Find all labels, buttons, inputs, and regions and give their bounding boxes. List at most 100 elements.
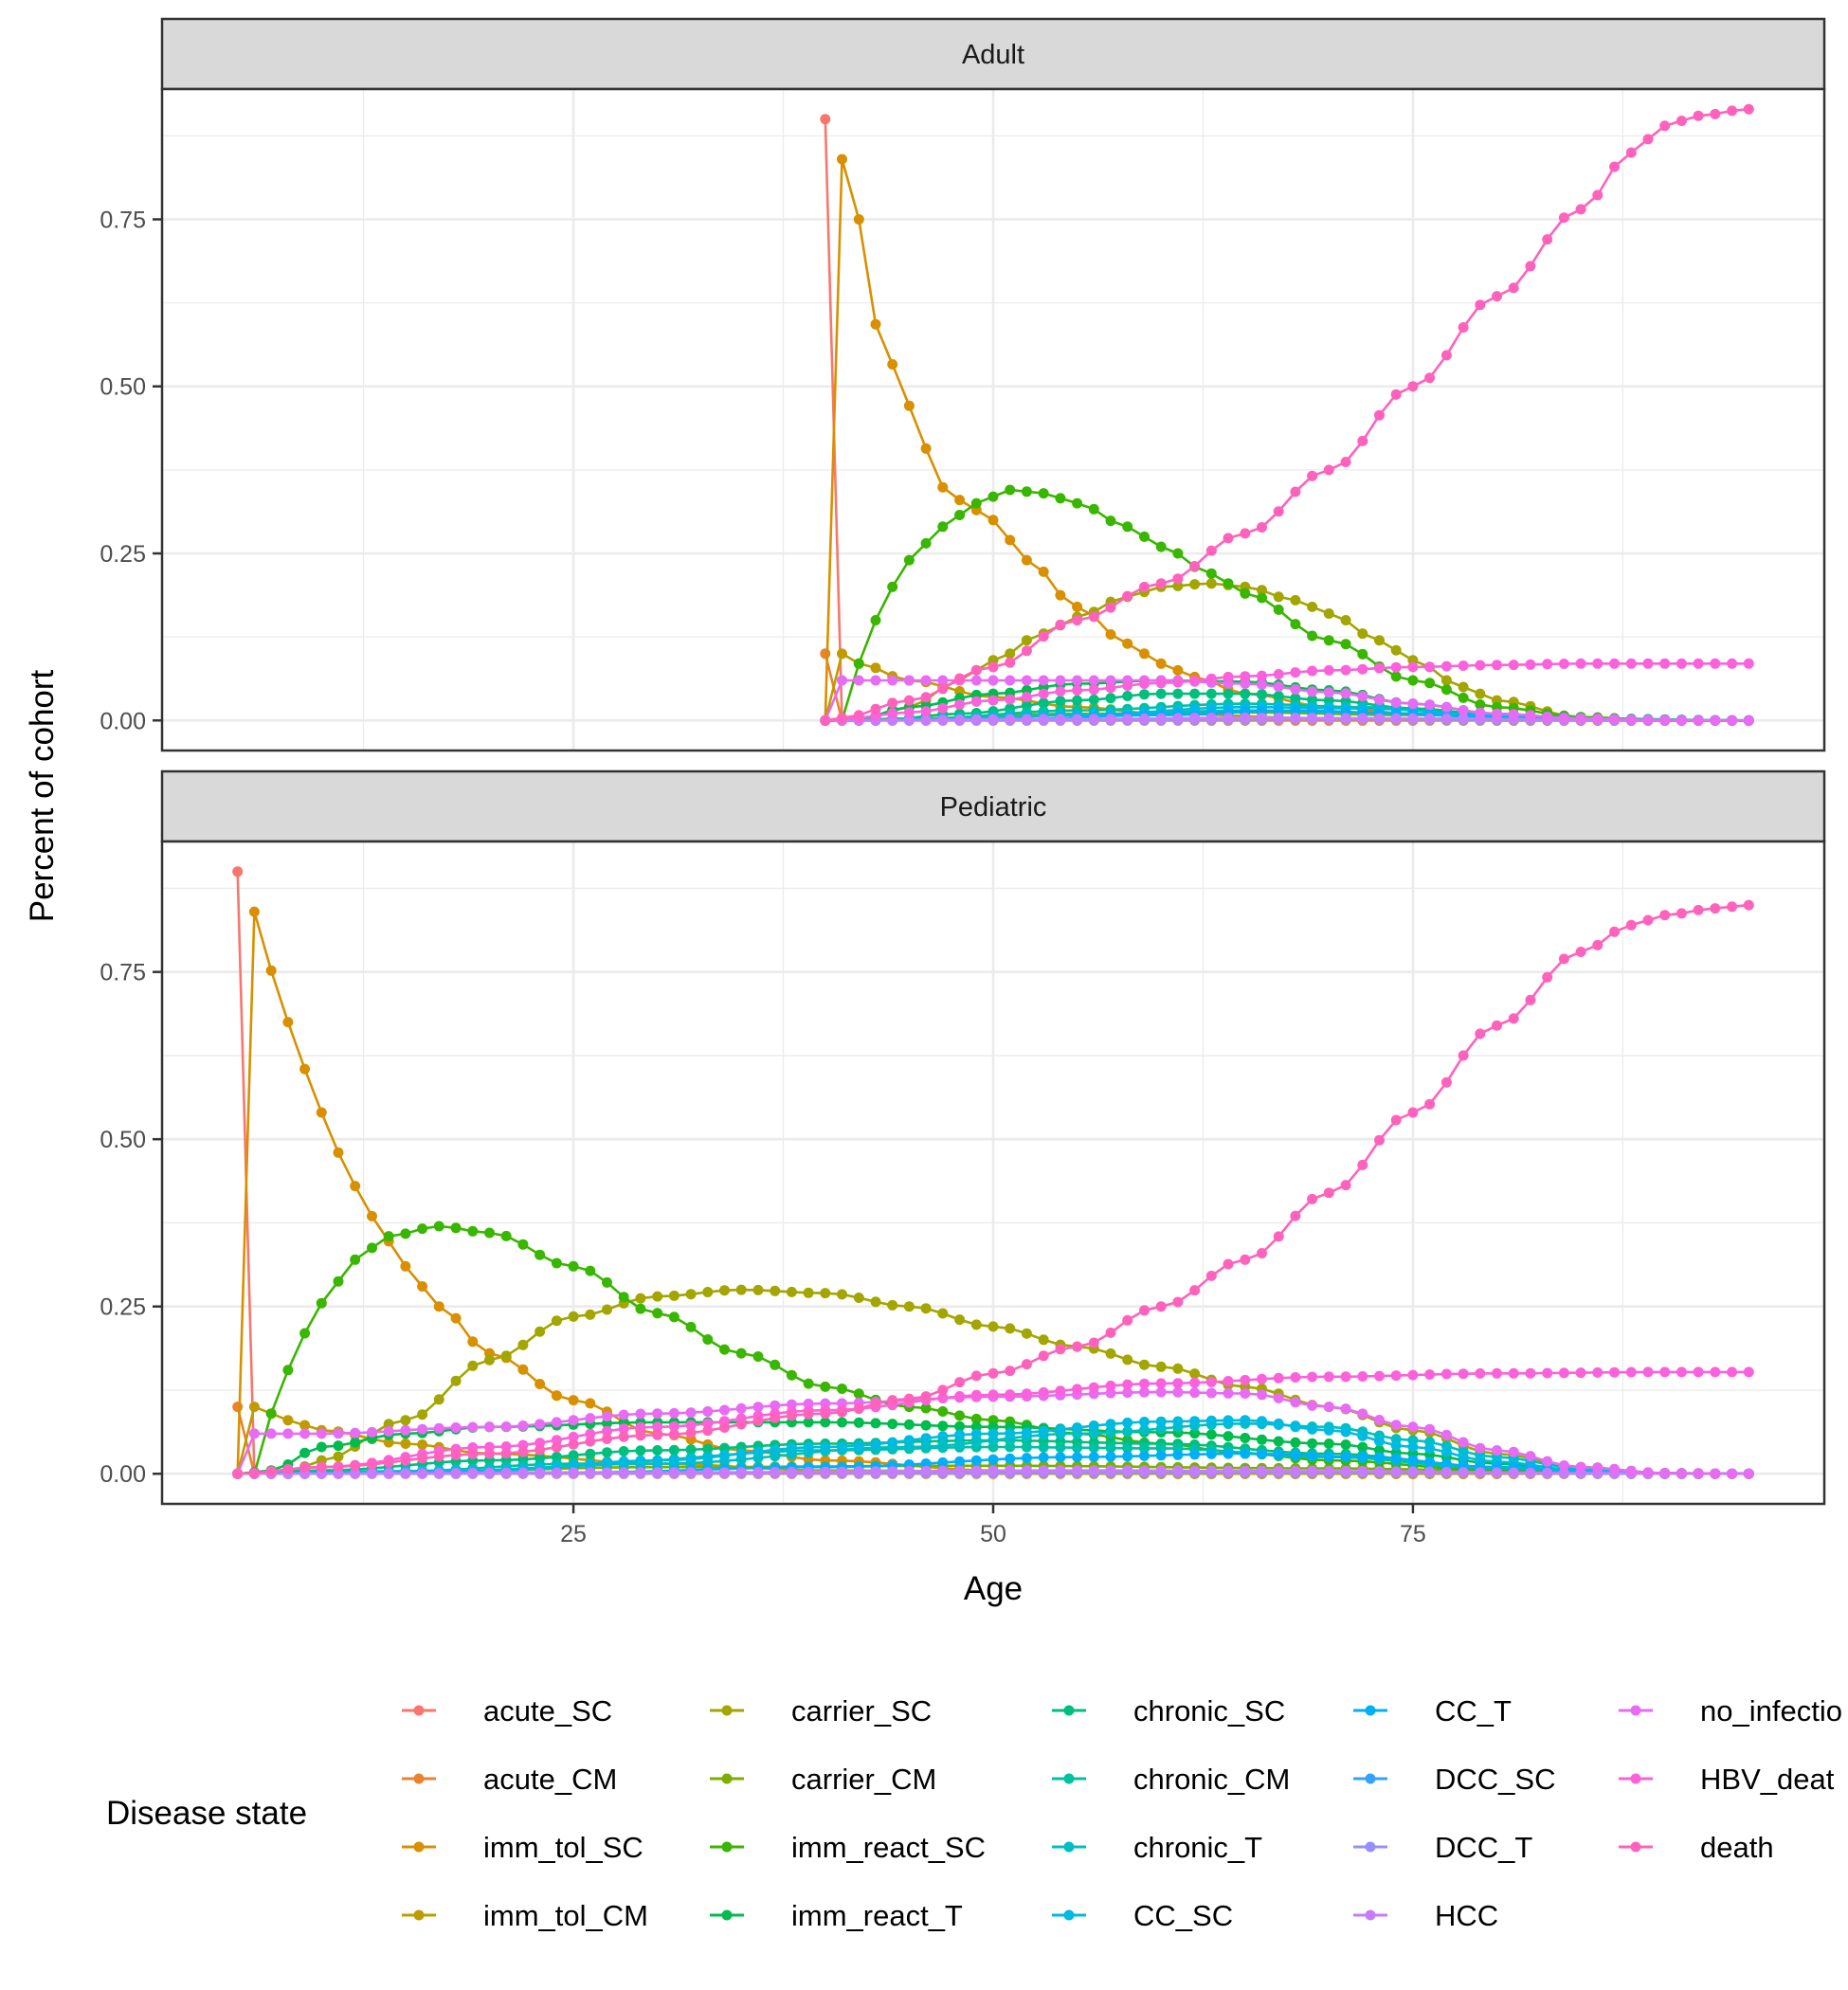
data-point [1475,707,1486,718]
data-point [248,1402,260,1413]
data-point [786,1410,797,1421]
data-point [837,1417,847,1428]
data-point [1492,708,1502,719]
data-point [568,1450,579,1461]
data-point [1021,635,1032,646]
data-point [1558,212,1569,224]
data-point [1492,1367,1502,1379]
data-point [1307,601,1318,612]
data-point [383,1425,394,1437]
data-point [484,1448,495,1459]
legend-key [1353,1841,1387,1853]
data-point [417,1423,428,1435]
data-point [735,1348,747,1359]
data-point [1205,673,1217,684]
data-point [450,1468,462,1478]
data-point [534,1467,546,1478]
data-point [1609,161,1620,172]
data-point [970,1428,982,1439]
data-point [568,1311,579,1322]
data-point [282,1464,294,1475]
gridlines [162,89,1824,751]
data-point [1223,688,1234,699]
data-point [820,1288,831,1299]
data-point [1424,713,1436,724]
data-point [903,1301,915,1312]
data-point [1021,1359,1032,1370]
panel-pediatric: Pediatric 0.00 0.25 0.50 0.75 25 50 75 [100,769,1826,1547]
legend-item-cc-sc: CC_SC [1052,1899,1233,1932]
data-point [887,581,898,592]
data-point [1440,350,1452,361]
data-point [1240,528,1251,539]
data-point [1005,1323,1016,1334]
data-point [1693,110,1704,121]
data-point [668,1420,679,1432]
data-point [1038,675,1049,686]
data-point [920,675,932,686]
data-point [1189,713,1201,724]
x-tick-label: 75 [1400,1521,1426,1547]
data-point [1508,1367,1519,1379]
data-point [1710,658,1721,669]
legend-label: carrier_SC [791,1694,932,1728]
data-point [803,1466,814,1477]
data-point [618,1431,629,1442]
data-point [417,1281,428,1292]
data-point [568,1467,579,1478]
legend-key [710,1705,744,1716]
data-point [333,1275,344,1287]
data-point [987,695,999,706]
data-point [652,1408,663,1420]
data-point [1558,659,1569,669]
data-point [1240,1254,1251,1265]
legend-item-dcc-sc: DCC_SC [1353,1763,1555,1796]
data-point [1005,657,1016,668]
data-point [1693,1468,1704,1479]
data-point [1642,1467,1654,1478]
data-point [1155,1378,1167,1389]
data-point [1088,1442,1099,1454]
data-point [517,1339,529,1350]
data-point [1340,664,1351,676]
data-point [1340,639,1351,650]
data-point [450,1422,462,1433]
data-point [954,1410,966,1421]
data-point [635,1421,646,1433]
data-point [1038,488,1049,499]
data-point [1340,457,1351,467]
data-point [1525,1451,1536,1462]
data-point [1625,1465,1637,1476]
data-point [1727,1468,1738,1479]
data-point [517,1364,529,1375]
data-point [534,1444,546,1456]
data-point [1340,1403,1351,1415]
data-point [1323,608,1334,619]
data-point [1542,659,1553,670]
data-point [1273,669,1284,679]
data-point [1122,680,1133,691]
data-point [1659,1366,1671,1378]
data-point [1055,686,1066,697]
data-point [500,1448,512,1459]
data-point [1458,1050,1469,1061]
data-point [652,1429,663,1440]
data-point [232,1468,244,1479]
data-point [1223,1415,1234,1426]
legend-key [1052,1705,1086,1716]
data-point [954,510,966,520]
data-point [1458,1467,1469,1478]
data-point [1122,590,1133,602]
legend-label: acute_SC [483,1694,612,1728]
data-point [954,1420,966,1432]
data-point [1307,1193,1318,1204]
data-point [1205,688,1217,699]
data-point [887,708,898,719]
data-point [1122,1417,1133,1428]
data-point [1088,1420,1099,1431]
data-point [1155,1450,1167,1461]
data-point [1205,713,1217,724]
legend-key [402,1909,436,1921]
data-point [232,1402,244,1413]
data-point [770,1400,781,1411]
